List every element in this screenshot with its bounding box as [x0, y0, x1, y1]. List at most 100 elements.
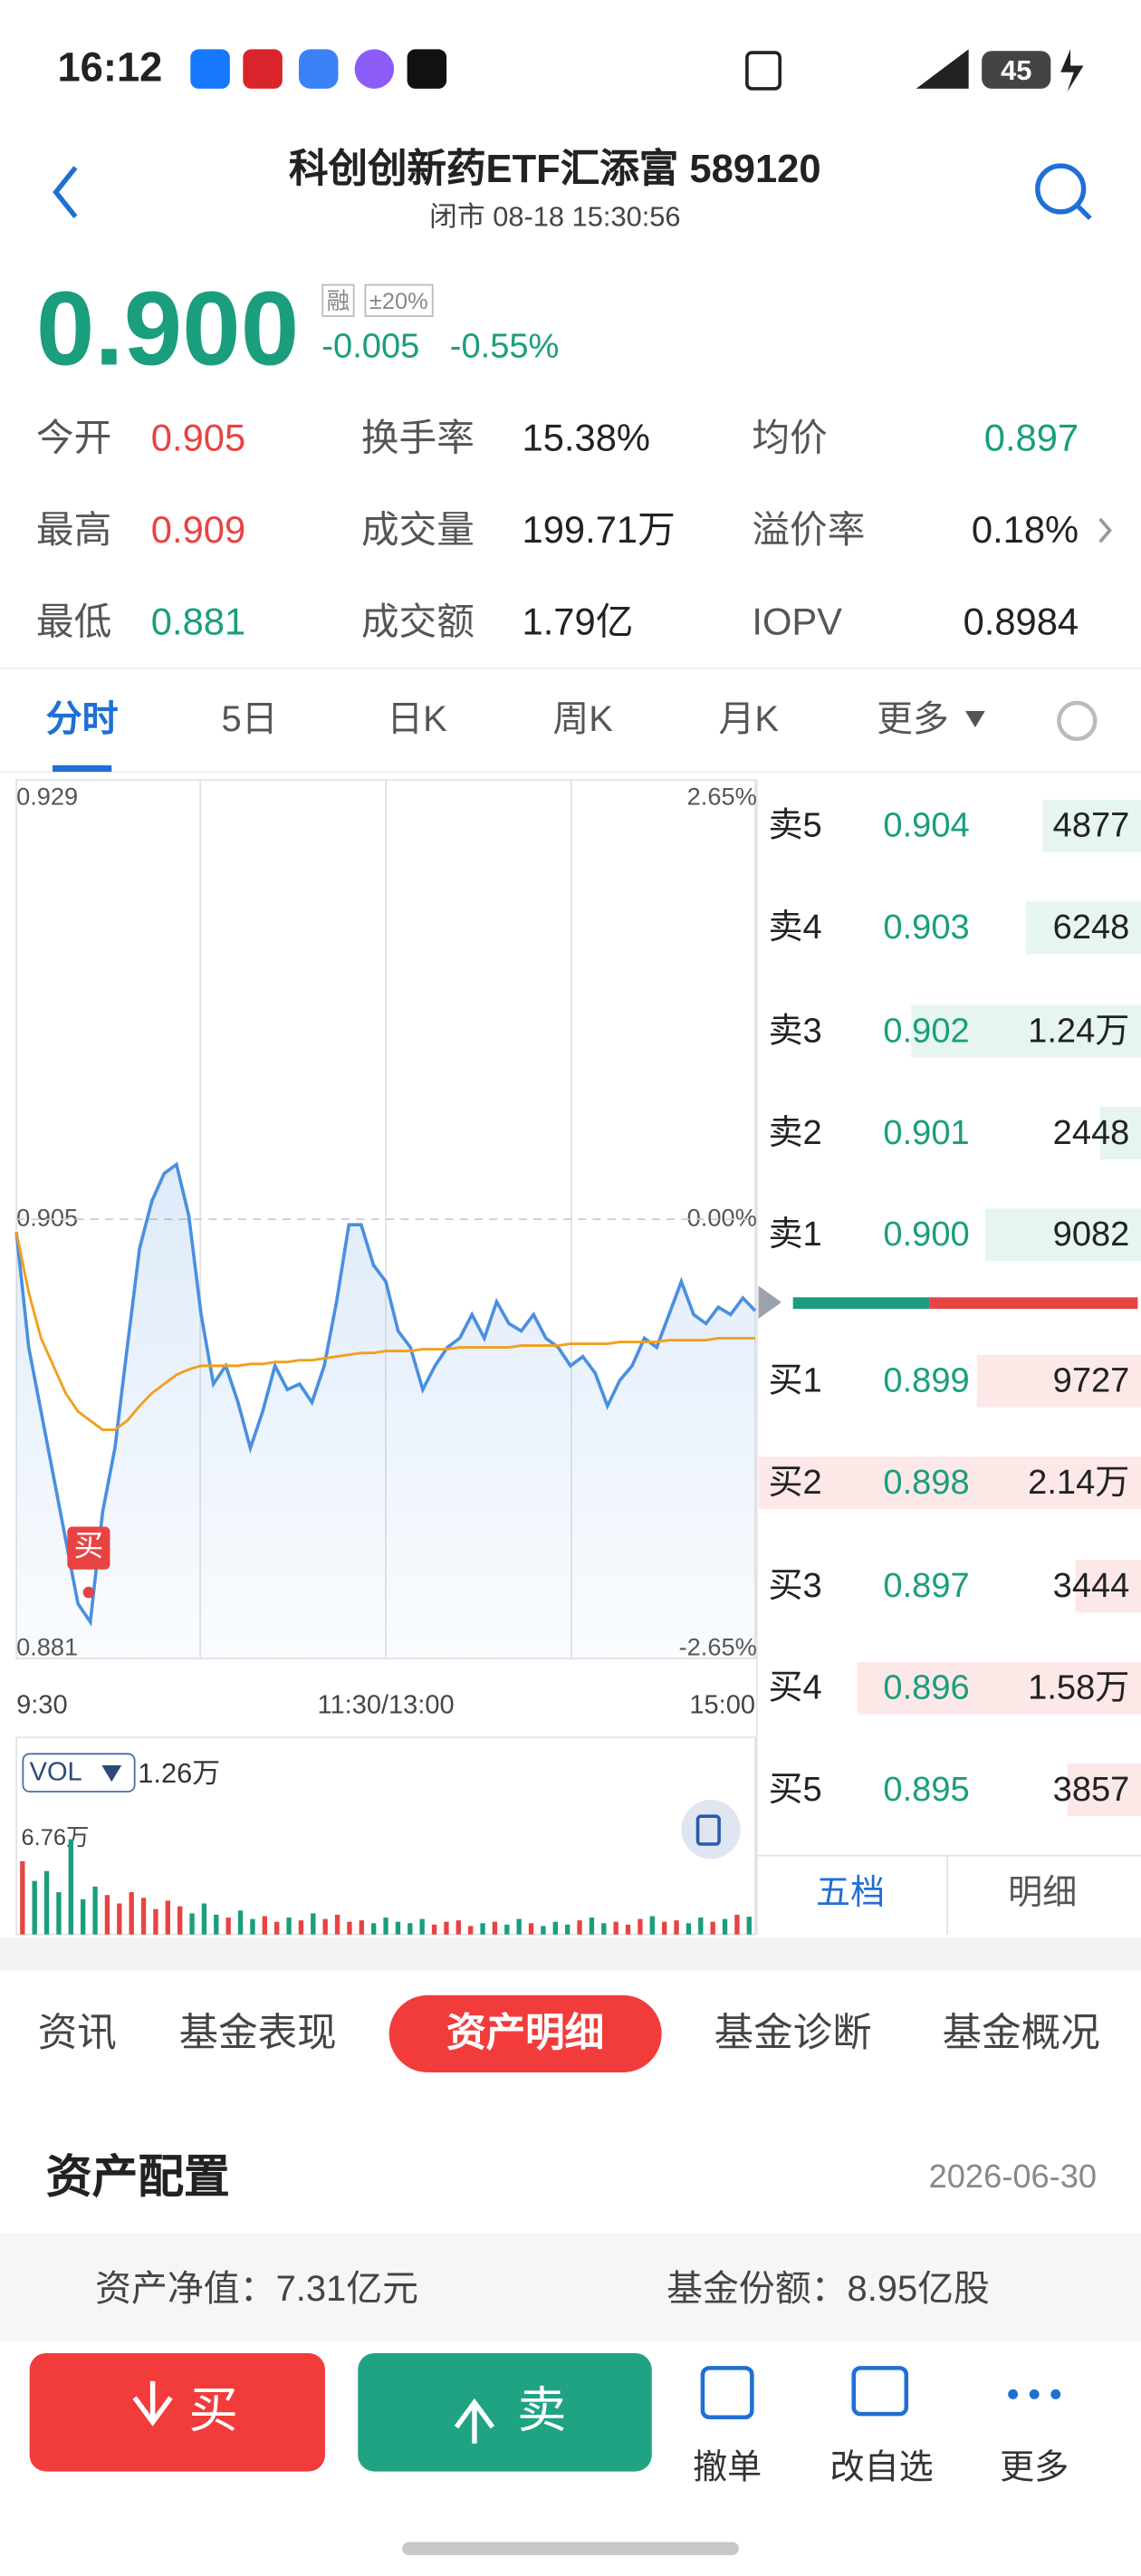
volume-bar — [140, 1898, 147, 1935]
volume-bar — [237, 1910, 244, 1935]
section-tab[interactable]: 资产明细 — [446, 2011, 605, 2056]
book-volume: 1.24万 — [1028, 1012, 1130, 1051]
x-tick-label: 15:00 — [689, 1690, 755, 1719]
chart-tab[interactable]: 日K — [387, 697, 447, 739]
dropdown-icon — [101, 1764, 122, 1783]
tool-label[interactable]: 更多 — [1000, 2449, 1069, 2487]
trade-marker — [67, 1526, 110, 1570]
book-label: 买4 — [768, 1668, 822, 1707]
rotate-button[interactable] — [681, 1800, 741, 1860]
book-label: 买5 — [768, 1771, 822, 1810]
depth-bar — [911, 1004, 1141, 1058]
volume-bar — [686, 1923, 692, 1935]
average-line — [14, 1232, 755, 1432]
book-volume: 3857 — [1052, 1771, 1130, 1810]
volume-bar — [298, 1920, 304, 1935]
depth-bar — [1099, 1106, 1141, 1159]
stat-value: 0.897 — [983, 416, 1079, 459]
book-price: 0.902 — [883, 1012, 970, 1051]
volume-bar — [480, 1923, 485, 1935]
stat-value: 199.71万 — [522, 508, 676, 552]
ratio-bar-red — [929, 1297, 1138, 1309]
chart-tab[interactable]: 更多 — [877, 697, 949, 739]
volume-bar — [371, 1923, 377, 1935]
book-price: 0.901 — [883, 1114, 970, 1152]
y-tick-label: 0.929 — [16, 782, 78, 810]
rotate-icon — [695, 1814, 721, 1846]
book-price: 0.897 — [883, 1567, 970, 1606]
section-tab[interactable]: 资讯 — [37, 2011, 117, 2056]
section-tab[interactable]: 基金诊断 — [714, 2011, 872, 2056]
chart-tab[interactable]: 5日 — [221, 697, 278, 739]
book-tab[interactable]: 明细 — [1008, 1874, 1078, 1913]
chart-tab[interactable]: 月K — [718, 697, 779, 739]
volume-bar — [419, 1918, 425, 1935]
volume-bar — [189, 1913, 195, 1935]
sell-button[interactable] — [358, 2353, 652, 2472]
tool-label[interactable]: 改自选 — [829, 2449, 934, 2487]
depth-bar — [984, 1208, 1141, 1262]
buy-button[interactable] — [29, 2353, 325, 2472]
chart-tab[interactable]: 分时 — [45, 697, 119, 739]
section-tab-pill[interactable] — [388, 1994, 662, 2073]
volume-bar — [104, 1895, 110, 1935]
volume-tick-label: 6.76万 — [22, 1825, 90, 1850]
y2-tick-label: 2.65% — [687, 782, 757, 810]
app-icon — [354, 49, 395, 89]
change: -0.005 — [321, 327, 420, 366]
info-label: 资产净值： — [95, 2267, 276, 2310]
stat-value: 15.38% — [522, 416, 650, 459]
chart-tab[interactable]: 周K — [552, 697, 613, 739]
info-value: 8.95亿股 — [847, 2267, 990, 2310]
volume-bar — [444, 1921, 449, 1935]
home-indicator — [402, 2542, 739, 2556]
volume-bar — [165, 1900, 170, 1935]
app-icon — [243, 49, 283, 89]
stat-value: 1.79亿 — [522, 600, 634, 643]
book-price: 0.904 — [883, 807, 970, 845]
book-volume: 4877 — [1052, 807, 1130, 845]
volume-bar — [347, 1921, 352, 1935]
search-icon[interactable] — [1035, 163, 1087, 215]
book-label: 卖1 — [768, 1216, 822, 1254]
back-icon[interactable] — [53, 166, 78, 219]
stat-value: 0.881 — [150, 600, 246, 643]
volume-bar — [589, 1918, 595, 1935]
app-icon — [190, 49, 230, 89]
watchlist-icon[interactable] — [851, 2366, 909, 2417]
book-tab[interactable]: 五档 — [816, 1874, 886, 1913]
depth-bar — [857, 1661, 1141, 1715]
buy-label[interactable]: 买 — [188, 2384, 238, 2439]
volume-bar — [92, 1886, 98, 1935]
volume-bar — [286, 1918, 292, 1935]
section-tab[interactable]: 基金概况 — [942, 2011, 1100, 2056]
change-pct: -0.55% — [449, 327, 560, 366]
status-time: 16:12 — [57, 44, 163, 91]
volume-bar — [250, 1918, 255, 1935]
volume-bar — [274, 1921, 280, 1935]
indicator-select[interactable] — [22, 1753, 136, 1793]
trade-dot — [82, 1586, 95, 1599]
book-label: 卖2 — [768, 1114, 822, 1152]
sell-label[interactable]: 卖 — [517, 2384, 567, 2439]
volume-bar — [492, 1921, 498, 1935]
more-icon[interactable] — [1008, 2389, 1019, 2399]
ratio-bar-green — [792, 1297, 930, 1309]
section-tab[interactable]: 基金表现 — [178, 2011, 337, 2056]
price-line — [14, 1161, 757, 1627]
tab-underline — [53, 764, 112, 773]
depth-bar — [976, 1354, 1141, 1408]
tool-label[interactable]: 撤单 — [693, 2449, 762, 2487]
stat-label: 最高 — [35, 508, 112, 552]
volume-bar — [661, 1921, 667, 1935]
volume-bar — [177, 1906, 183, 1935]
depth-bar — [758, 1456, 1141, 1510]
volume-bar — [68, 1839, 73, 1935]
volume-bar — [564, 1924, 570, 1935]
volume-bar — [225, 1918, 231, 1935]
volume-bar — [129, 1892, 134, 1935]
volume-bar — [468, 1926, 474, 1935]
settings-icon[interactable] — [1057, 700, 1098, 742]
cancel-icon[interactable] — [700, 2366, 754, 2420]
volume-bar — [541, 1926, 546, 1935]
